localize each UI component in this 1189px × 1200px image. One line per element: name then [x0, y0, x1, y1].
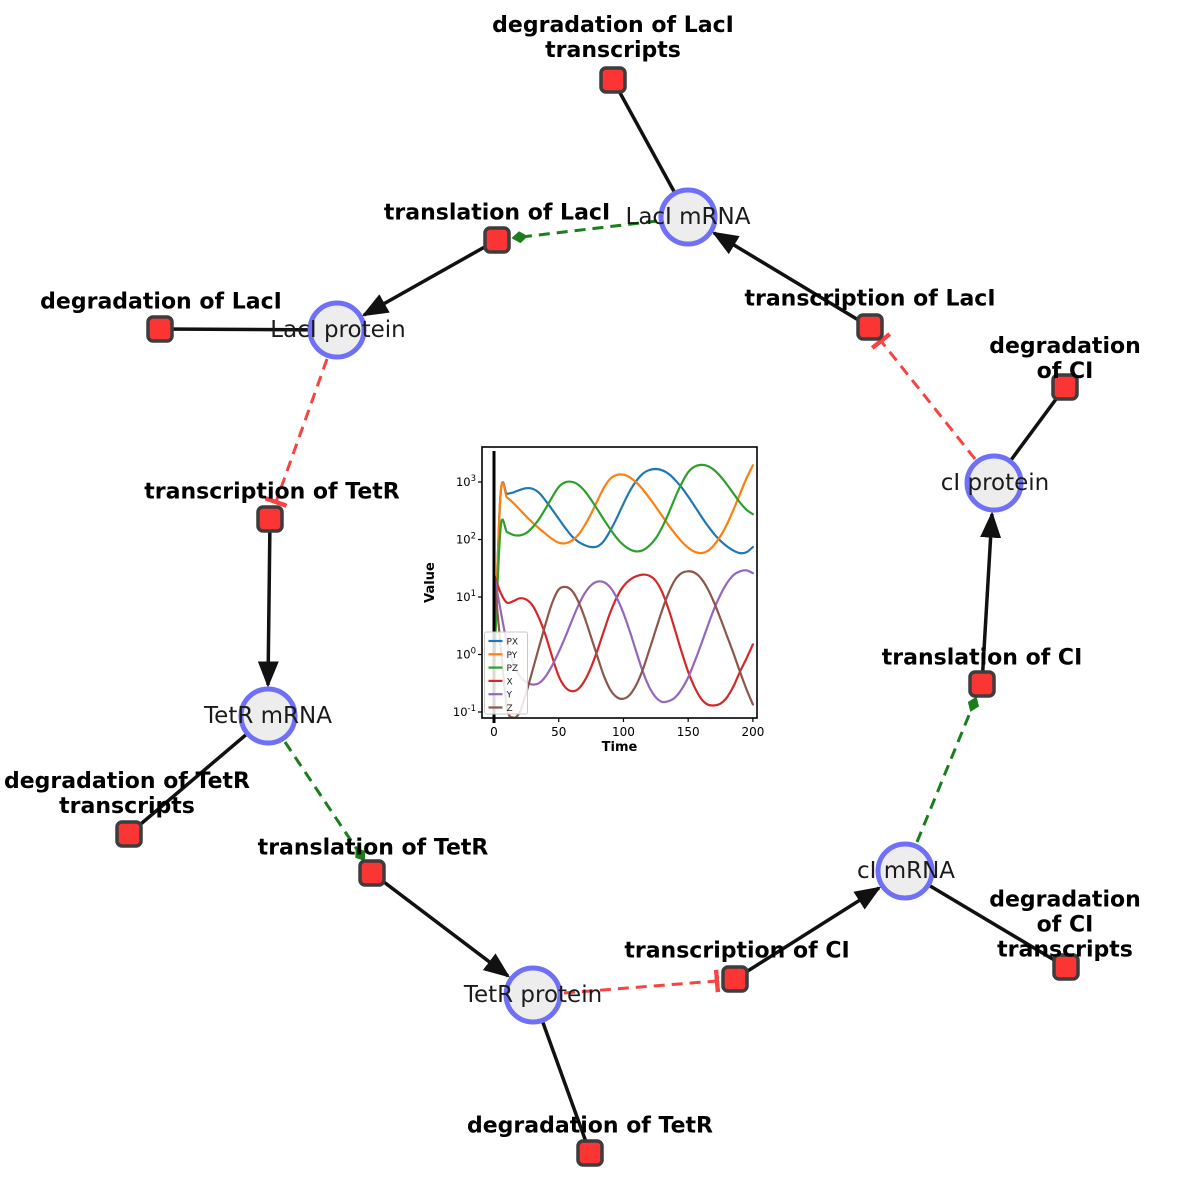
reaction-node-transcription-ci[interactable] [721, 965, 749, 993]
inset-xaxis-label: Time [602, 740, 638, 755]
reaction-node-degradation-ci-transcripts[interactable] [1052, 953, 1080, 981]
inset-xtick-label: 100 [612, 725, 635, 739]
edge-translationci-ciprotein [980, 511, 1002, 685]
reaction-node-translation-tetr[interactable] [358, 859, 386, 887]
species-node-tetr-mrna[interactable] [238, 686, 298, 746]
reaction-node-degradation-tetr-transcripts[interactable] [115, 820, 143, 848]
edge-ciprotein-transcriptionlaci [870, 332, 977, 460]
edge-translationtetr-tetrprotein [370, 871, 511, 978]
species-node-tetr-protein[interactable] [503, 965, 563, 1025]
edge-transcriptionci-cimrna [734, 886, 882, 981]
edge-lacimrna-translationlaci [511, 219, 658, 244]
inset-legend-label-X: X [507, 677, 513, 687]
inset-ytick-label: 10-1 [453, 704, 476, 719]
inset-legend-label-Z: Z [507, 704, 513, 714]
inset-ytick-label: 103 [456, 474, 476, 489]
modifier-edge-layer [283, 219, 979, 862]
reaction-node-translation-laci[interactable] [483, 226, 511, 254]
edge-tetrmrna-degtetrtranscripts [127, 714, 270, 836]
inset-ytick-label: 100 [456, 647, 476, 662]
reaction-node-degradation-ci[interactable] [1051, 373, 1079, 401]
edge-translationlaci-laciprotein [361, 238, 498, 317]
inset-xtick-label: 200 [741, 725, 764, 739]
species-node-laci-protein[interactable] [307, 300, 367, 360]
inset-legend-label-PZ: PZ [507, 664, 519, 674]
edge-tetrprotein-transcriptionci [563, 969, 721, 995]
reaction-node-layer [115, 66, 1080, 1167]
inset-curve-X [492, 573, 754, 707]
inset-curve-PZ [492, 463, 754, 673]
reaction-node-degradation-laci-transcripts[interactable] [599, 66, 627, 94]
inset-xtick-label: 50 [551, 725, 566, 739]
reaction-node-translation-ci[interactable] [968, 670, 996, 698]
inset-legend-label-PX: PX [507, 638, 519, 648]
edge-cimrna-degcitranscripts [904, 869, 1067, 969]
inset-legend-label-PY: PY [507, 651, 518, 661]
inhibition-edge-layer [264, 332, 977, 995]
inset-xtick-label: 150 [677, 725, 700, 739]
inset-yaxis-label: Value [423, 562, 438, 603]
species-node-laci-mrna[interactable] [658, 187, 718, 247]
inset-plot-frame [481, 446, 758, 719]
inset-xtick-label: 0 [490, 725, 498, 739]
inset-curve-PX [492, 467, 754, 673]
inset-legend-label-Y: Y [506, 691, 513, 701]
inset-curve-PY [492, 464, 754, 673]
edge-tetrmrna-translationtetr [283, 741, 366, 862]
edge-cimrna-translationci [915, 696, 979, 843]
inset-curve-Z [492, 570, 754, 717]
inset-ytick-label: 101 [456, 589, 476, 604]
reaction-node-degradation-tetr[interactable] [576, 1139, 604, 1167]
species-node-layer [238, 187, 1024, 1025]
species-node-ci-mrna[interactable] [875, 841, 935, 901]
reaction-node-transcription-tetr[interactable] [256, 505, 284, 533]
edge-transcriptionlaci-lacimrna [711, 231, 871, 329]
reaction-node-transcription-laci[interactable] [856, 313, 884, 341]
inset-ytick-label: 102 [456, 532, 476, 547]
reaction-node-degradation-laci[interactable] [146, 315, 174, 343]
edge-transcriptiontetr-tetrmrna [257, 518, 279, 688]
species-node-ci-protein[interactable] [964, 453, 1024, 513]
inset-chart: 10-1 100 101 102 103 0 50 100 150 200 Time Value PX P… [423, 446, 764, 755]
edge-laciprotein-transcriptiontetr [264, 358, 329, 508]
inset-curve-Y [492, 569, 754, 704]
edge-laciprotein-deglaci [159, 327, 338, 332]
